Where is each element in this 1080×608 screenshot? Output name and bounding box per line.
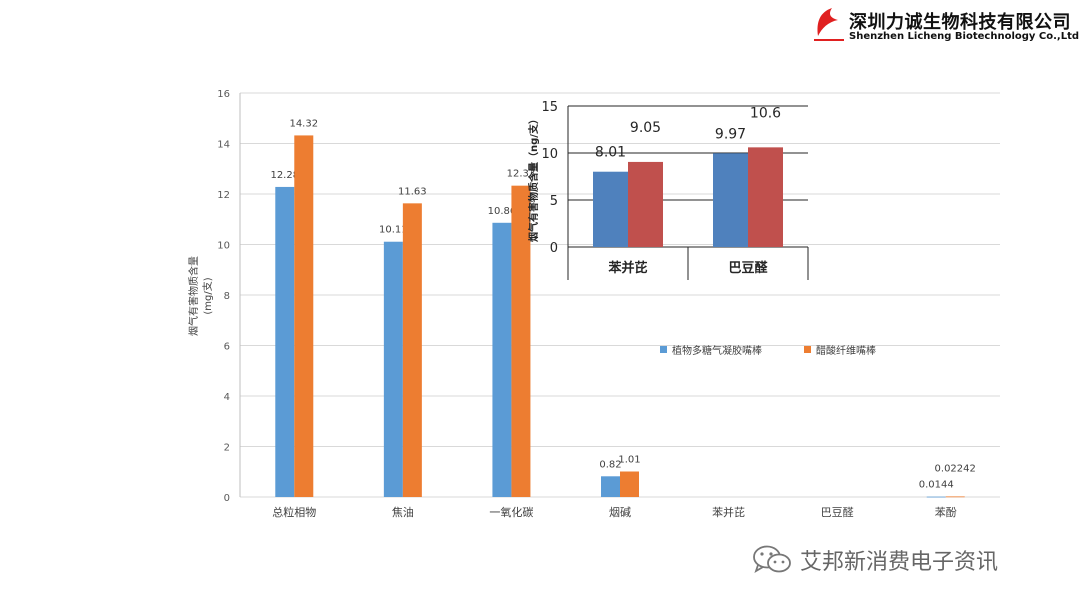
company-name-cn: 深圳力诚生物科技有限公司 <box>849 12 1071 33</box>
inset-y-tick-label: 10 <box>541 147 558 162</box>
inset-bar <box>713 153 748 247</box>
y-tick-label: 6 <box>224 342 230 353</box>
y-tick-label: 10 <box>217 241 230 252</box>
data-label: 14.32 <box>289 118 318 129</box>
bar <box>402 203 422 497</box>
legend-label: 醋酸纤维嘴棒 <box>816 344 876 357</box>
y-tick-label: 12 <box>217 190 230 201</box>
y-axis-label: 烟气有害物质含量 (mg/支) <box>187 256 214 336</box>
y-tick-label: 0 <box>224 493 230 504</box>
inset-y-tick-label: 0 <box>550 241 558 256</box>
x-tick-label: 总粒相物 <box>272 505 316 519</box>
bar <box>275 186 295 497</box>
inset-bar <box>593 171 628 247</box>
data-label: 0.0144 <box>919 480 954 491</box>
data-label: 12.33 <box>507 169 536 180</box>
inset-bar <box>628 161 663 247</box>
inset-x-tick-label: 巴豆醛 <box>728 260 768 276</box>
bar <box>511 185 531 498</box>
data-label: 1.01 <box>618 454 640 465</box>
data-label: 11.63 <box>398 186 427 197</box>
legend-swatch <box>804 346 811 353</box>
watermark: 艾邦新消费电子资讯 <box>752 542 998 578</box>
company-name-en: Shenzhen Licheng Biotechnology Co.,Ltd <box>849 31 1080 42</box>
inset-y-tick-label: 15 <box>541 100 558 115</box>
bar <box>945 496 965 498</box>
data-label: 10.86 <box>488 206 517 217</box>
x-tick-label: 一氧化碳 <box>489 505 533 519</box>
y-tick-label: 8 <box>224 291 230 302</box>
bar <box>601 476 620 497</box>
inset-data-label: 9.05 <box>630 120 661 136</box>
bar <box>492 222 512 497</box>
data-label: 10.11 <box>379 225 408 236</box>
bar <box>294 135 314 498</box>
inset-bar <box>748 147 783 247</box>
data-label: 0.02242 <box>935 463 976 474</box>
x-tick-label: 烟碱 <box>609 505 631 519</box>
legend-swatch <box>660 346 667 353</box>
x-tick-label: 苯并芘 <box>712 505 745 519</box>
bar <box>620 471 639 497</box>
y-tick-label: 2 <box>224 443 230 454</box>
legend-label: 植物多糖气凝胶嘴棒 <box>672 344 762 357</box>
bar <box>926 496 946 498</box>
inset-x-tick-label: 苯并芘 <box>607 260 647 276</box>
y-tick-label: 14 <box>217 140 230 151</box>
inset-data-label: 9.97 <box>715 126 746 142</box>
x-tick-label: 焦油 <box>392 505 414 519</box>
inset-data-label: 10.6 <box>750 105 781 121</box>
inset-y-tick-label: 5 <box>550 194 558 209</box>
company-logo: 深圳力诚生物科技有限公司 Shenzhen Licheng Biotechnol… <box>812 4 1080 48</box>
data-label: 0.82 <box>599 459 621 470</box>
data-label: 12.28 <box>270 170 299 181</box>
wechat-icon <box>753 545 791 573</box>
company-logo-icon <box>814 8 844 41</box>
x-tick-label: 巴豆醛 <box>821 505 854 519</box>
watermark-text: 艾邦新消费电子资讯 <box>800 550 999 575</box>
y-tick-label: 16 <box>217 89 230 100</box>
y-tick-label: 4 <box>224 392 230 403</box>
x-tick-label: 苯酚 <box>935 505 957 519</box>
inset-data-label: 8.01 <box>595 145 626 161</box>
bar <box>383 241 403 497</box>
inset-y-axis-label: 烟气有害物质含量（ng/支） <box>527 114 540 242</box>
